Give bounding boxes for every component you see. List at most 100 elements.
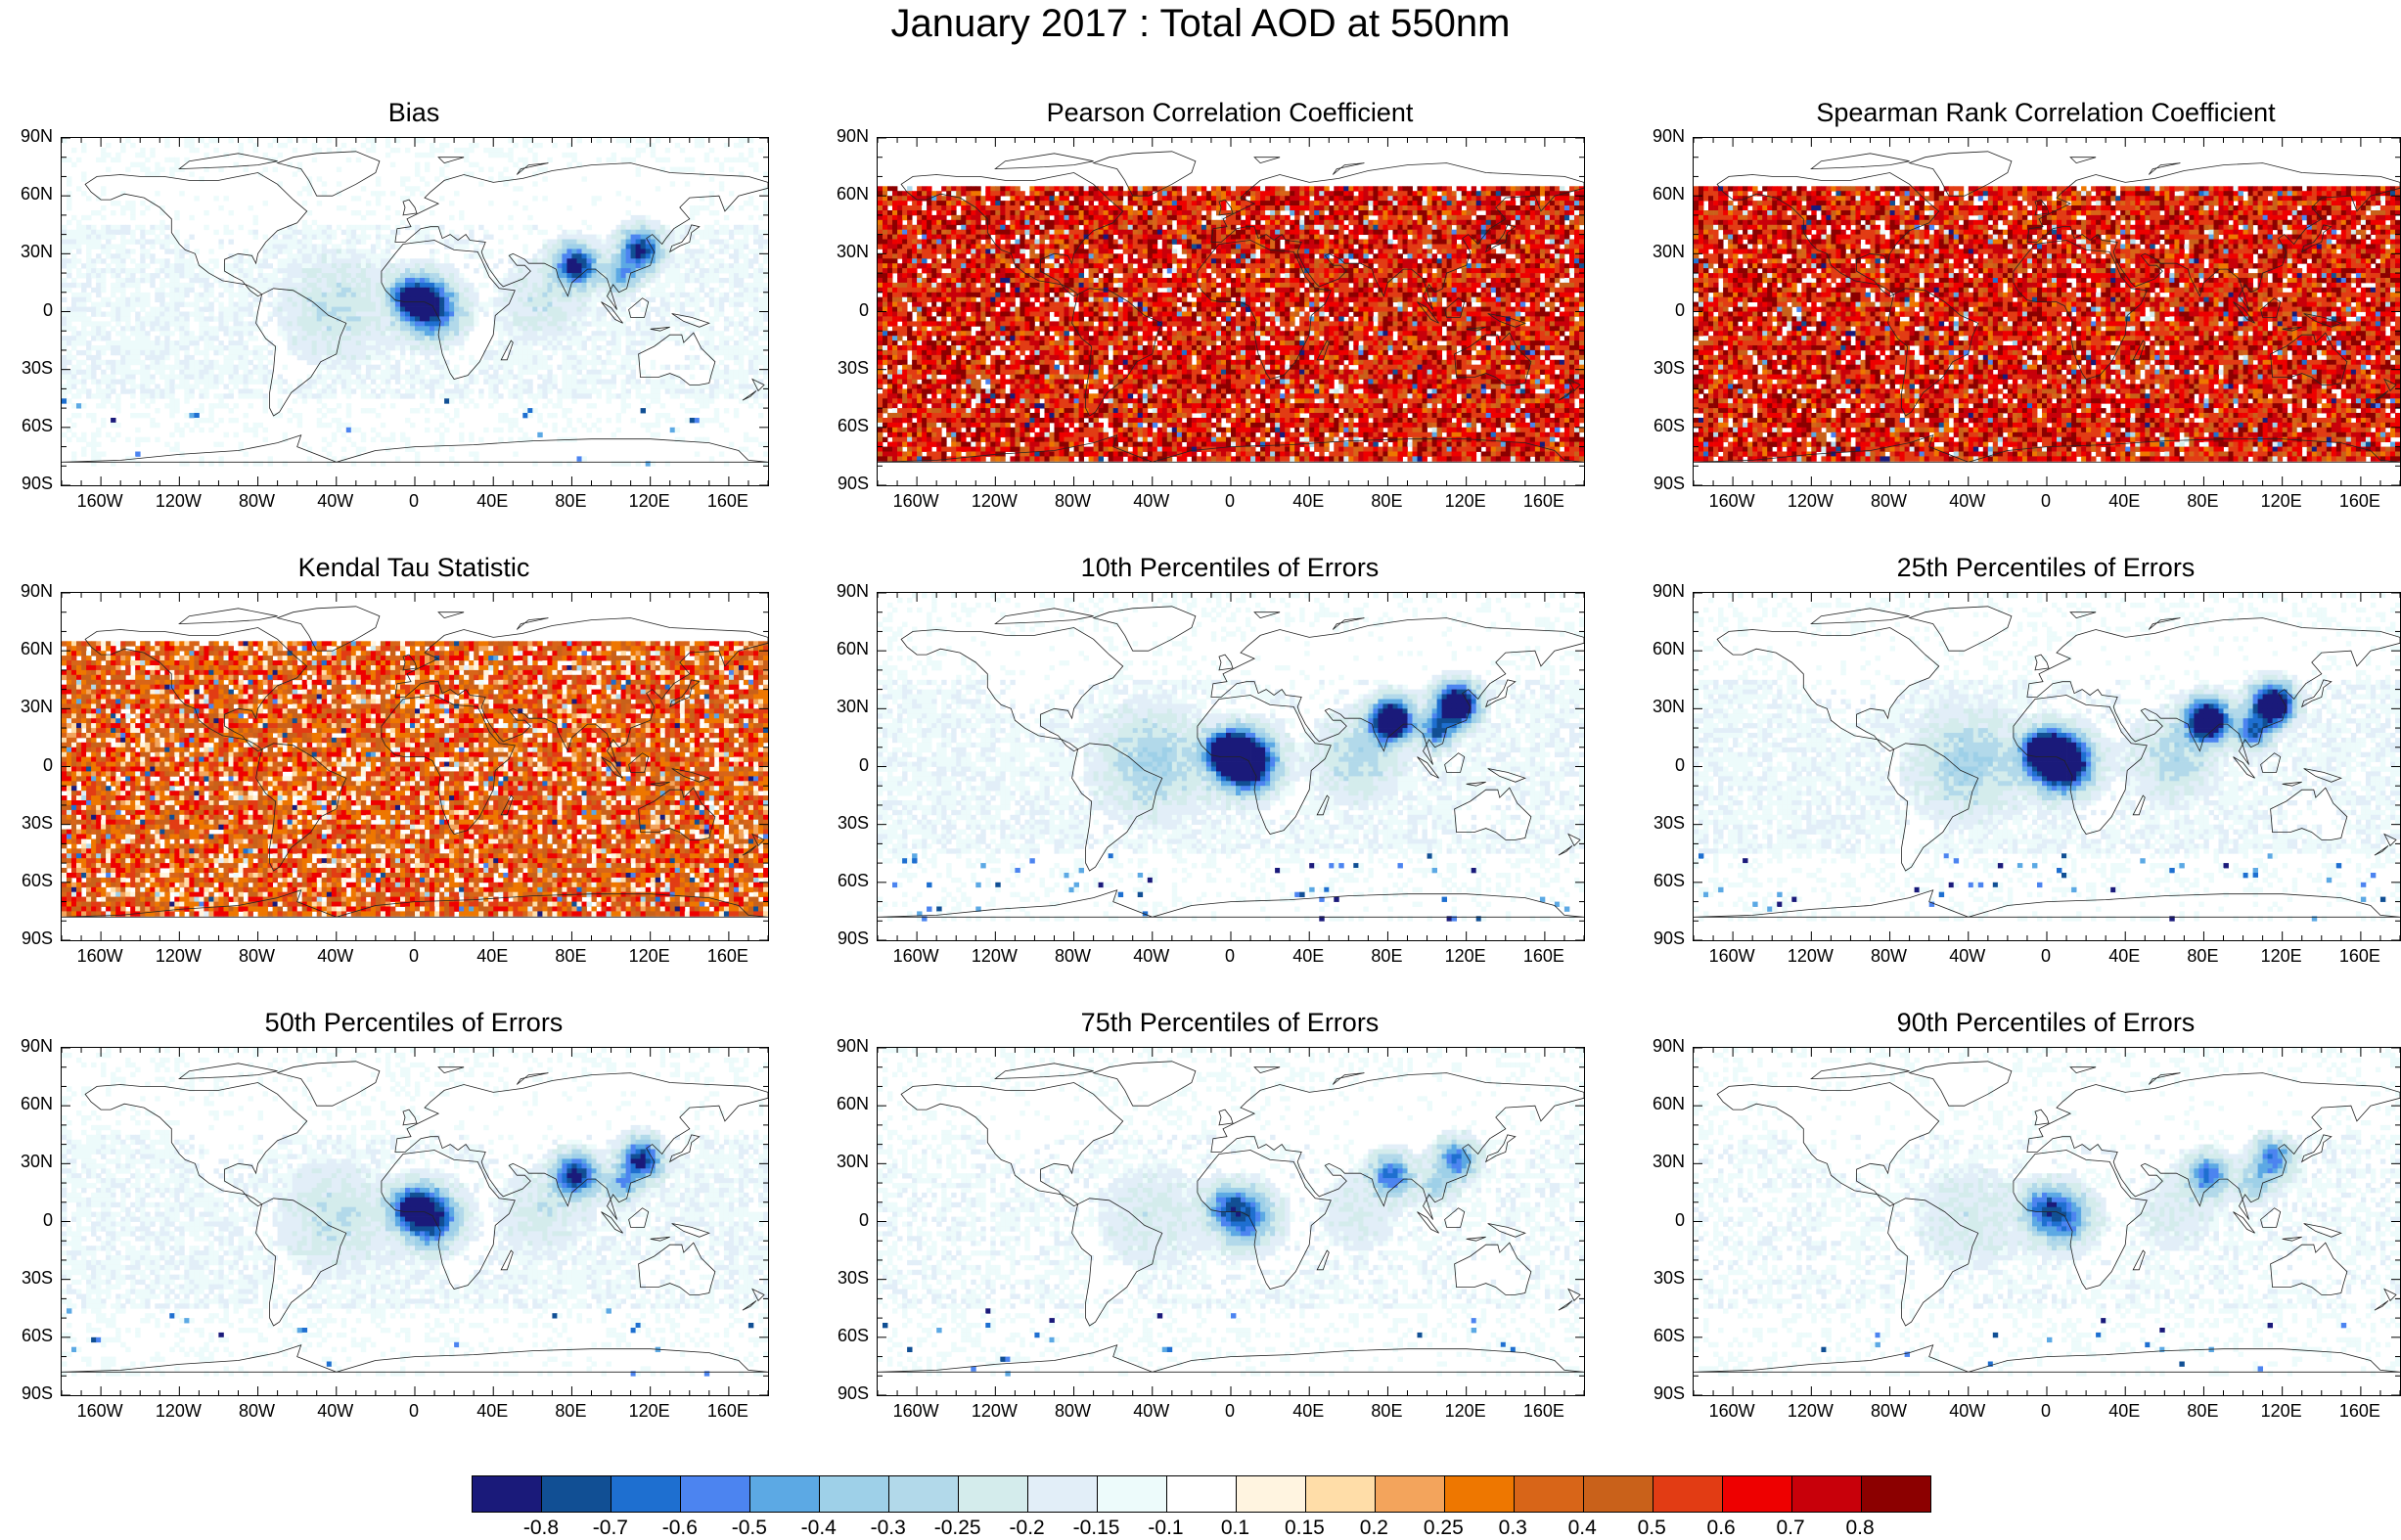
- coastline: [278, 1062, 380, 1106]
- lat-tick-label: 30N: [816, 697, 869, 717]
- lat-tick-label: 90N: [0, 1036, 53, 1057]
- coastline: [438, 158, 464, 163]
- lat-tick-label: 30S: [0, 813, 53, 834]
- panel-title: Pearson Correlation Coefficient: [877, 98, 1583, 128]
- colorbar-label: 0.8: [1826, 1517, 1894, 1540]
- lon-tick-label: 40E: [463, 1401, 521, 1422]
- aod-grid-cells: [878, 186, 1584, 461]
- colorbar-swatch: [612, 1476, 681, 1512]
- lon-tick-label: 160E: [1515, 1401, 1573, 1422]
- lon-tick-label: 40E: [2095, 946, 2153, 967]
- lat-tick-label: 0: [0, 1210, 53, 1231]
- lat-tick-label: 90N: [1632, 126, 1685, 147]
- coastline: [403, 200, 417, 215]
- lat-tick-label: 30S: [1632, 1268, 1685, 1289]
- lon-tick-label: 160E: [2331, 1401, 2389, 1422]
- colorbar-swatch: [1167, 1476, 1237, 1512]
- lat-tick-label: 60N: [1632, 1094, 1685, 1114]
- lon-tick-label: 40W: [306, 491, 365, 512]
- map-svg: [62, 1048, 768, 1395]
- lon-tick-label: 160E: [2331, 491, 2389, 512]
- colorbar-label: -0.1: [1132, 1517, 1200, 1540]
- map-frame: [877, 592, 1585, 941]
- lon-tick-label: 120W: [149, 491, 207, 512]
- lon-tick-label: 120E: [620, 946, 679, 967]
- lat-tick-label: 60S: [816, 416, 869, 436]
- lon-tick-label: 120E: [620, 491, 679, 512]
- colorbar-label: -0.8: [507, 1517, 575, 1540]
- colorbar-swatch: [1862, 1476, 1930, 1512]
- lon-tick-label: 120W: [965, 1401, 1023, 1422]
- lon-tick-label: 0: [385, 946, 443, 967]
- lat-tick-label: 60S: [816, 871, 869, 891]
- lat-tick-label: 90N: [0, 581, 53, 602]
- lat-tick-label: 60S: [1632, 871, 1685, 891]
- lon-tick-label: 160W: [1702, 946, 1761, 967]
- lon-tick-label: 160W: [70, 1401, 129, 1422]
- lat-tick-label: 30S: [816, 358, 869, 379]
- lat-tick-label: 0: [816, 755, 869, 776]
- lat-tick-label: 60N: [1632, 639, 1685, 659]
- colorbar-label: -0.15: [1063, 1517, 1131, 1540]
- colorbar-swatch: [473, 1476, 542, 1512]
- map-frame: [61, 592, 769, 941]
- colorbar-label: 0.15: [1270, 1517, 1338, 1540]
- lat-tick-label: 60S: [1632, 1326, 1685, 1346]
- lon-tick-label: 80W: [228, 1401, 287, 1422]
- lon-tick-label: 40W: [1122, 491, 1181, 512]
- lon-tick-label: 80E: [1357, 1401, 1416, 1422]
- lon-tick-label: 160E: [699, 946, 757, 967]
- aod-grid-cells: [1694, 186, 2400, 461]
- lon-tick-label: 80E: [541, 1401, 600, 1422]
- colorbar: [472, 1475, 1931, 1513]
- coastline: [995, 154, 1093, 169]
- lon-tick-label: 80W: [228, 946, 287, 967]
- lat-tick-label: 30N: [816, 1152, 869, 1172]
- lon-tick-label: 120W: [1781, 946, 1839, 967]
- colorbar-swatch: [750, 1476, 820, 1512]
- colorbar-label: -0.25: [924, 1517, 992, 1540]
- map-svg: [878, 1048, 1584, 1395]
- map-svg: [878, 138, 1584, 485]
- lon-tick-label: 40W: [1938, 946, 1997, 967]
- lat-tick-label: 30S: [1632, 358, 1685, 379]
- colorbar-swatch: [1792, 1476, 1862, 1512]
- lat-tick-label: 90N: [816, 581, 869, 602]
- lat-tick-label: 90S: [816, 474, 869, 494]
- lon-tick-label: 40W: [1938, 491, 1997, 512]
- lon-tick-label: 120E: [1436, 491, 1495, 512]
- lat-tick-label: 60N: [0, 639, 53, 659]
- colorbar-swatch: [1515, 1476, 1584, 1512]
- lon-tick-label: 40W: [1122, 946, 1181, 967]
- lat-tick-label: 60N: [1632, 184, 1685, 204]
- lat-tick-label: 30S: [816, 1268, 869, 1289]
- lon-tick-label: 160W: [70, 946, 129, 967]
- panel-title: Kendal Tau Statistic: [61, 553, 767, 583]
- colorbar-label: -0.7: [576, 1517, 645, 1540]
- lon-tick-label: 0: [2016, 1401, 2075, 1422]
- colorbar-label: 0.4: [1548, 1517, 1616, 1540]
- map-frame: [61, 137, 769, 486]
- map-svg: [62, 138, 768, 485]
- colorbar-swatch: [1584, 1476, 1654, 1512]
- lon-tick-label: 160E: [699, 1401, 757, 1422]
- lat-tick-label: 30N: [0, 697, 53, 717]
- lon-tick-label: 40E: [1279, 491, 1337, 512]
- lon-tick-label: 40E: [2095, 1401, 2153, 1422]
- colorbar-swatch: [1376, 1476, 1445, 1512]
- lat-tick-label: 60N: [0, 1094, 53, 1114]
- colorbar-label: -0.4: [785, 1517, 853, 1540]
- lon-tick-label: 40W: [1938, 1401, 1997, 1422]
- lon-tick-label: 80W: [1044, 1401, 1103, 1422]
- lon-tick-label: 160W: [1702, 1401, 1761, 1422]
- colorbar-label: 0.3: [1478, 1517, 1547, 1540]
- lat-tick-label: 0: [1632, 300, 1685, 321]
- lon-tick-label: 160W: [886, 946, 945, 967]
- lat-tick-label: 90N: [0, 126, 53, 147]
- lat-tick-label: 90S: [0, 474, 53, 494]
- lon-tick-label: 120E: [620, 1401, 679, 1422]
- lat-tick-label: 90N: [816, 126, 869, 147]
